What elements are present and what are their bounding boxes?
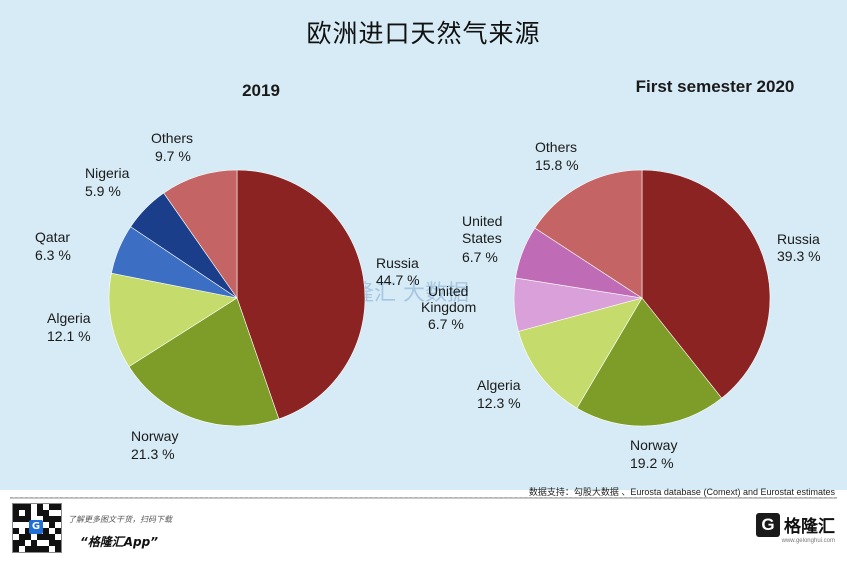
- pie-2019: 2019 Russia 44.7 % Norway 21.3 % Algeria…: [35, 81, 423, 462]
- page-title: 欧洲进口天然气来源: [306, 19, 541, 48]
- label-2019-others: Others 9.7 %: [151, 130, 197, 164]
- qr-logo-icon: G: [29, 520, 43, 534]
- pie-slice-russia: [236, 169, 366, 420]
- promo-text: 了解更多图文干货，扫码下载: [68, 515, 172, 524]
- label-2020-algeria: Algeria 12.3 %: [477, 377, 524, 411]
- label-2020-others: Others 15.8 %: [535, 139, 581, 173]
- label-2020-russia: Russia 39.3 %: [777, 231, 824, 264]
- pie-2020-slices: [513, 169, 771, 427]
- app-name: “格隆汇App”: [80, 535, 158, 549]
- label-2019-qatar: Qatar 6.3 %: [35, 229, 74, 263]
- brand-g-icon: G: [756, 512, 780, 537]
- data-source: 数据支持：勾股大数据 、Eurosta database (Comext) an…: [528, 487, 835, 497]
- brand-url: www.gelonghui.com: [781, 538, 835, 544]
- pie-2019-labels: Russia 44.7 % Norway 21.3 % Algeria 12.1…: [35, 130, 423, 462]
- label-2020-norway: Norway 19.2 %: [630, 437, 681, 471]
- pie-slice-others: [163, 169, 238, 299]
- pie-2020: First semester 2020 Russia 39.3 % Norway…: [421, 77, 824, 471]
- label-2019-algeria: Algeria 12.1 %: [47, 310, 94, 344]
- pie-2020-title: First semester 2020: [636, 77, 795, 96]
- label-2019-norway: Norway 21.3 %: [131, 428, 182, 462]
- pie-slice-norway: [576, 297, 723, 427]
- pie-slice-russia: [641, 169, 771, 399]
- footer-divider: [10, 497, 837, 499]
- pie-2020-labels: Russia 39.3 % Norway 19.2 % Algeria 12.3…: [421, 139, 824, 471]
- pie-2019-slices: [108, 169, 366, 427]
- pie-slice-norway: [128, 297, 280, 427]
- label-2019-russia: Russia 44.7 %: [376, 255, 423, 288]
- brand-name: 格隆汇: [784, 517, 835, 537]
- label-2019-nigeria: Nigeria 5.9 %: [85, 165, 133, 199]
- pie-slice-algeria: [108, 272, 238, 368]
- pie-slice-others: [534, 169, 643, 299]
- pie-charts: 格隆汇 大数据 2019 Russia 44.7 % Norway 21.3 %…: [35, 77, 824, 471]
- label-2020-uk: United Kingdom 6.7 %: [421, 283, 480, 332]
- pie-2019-title: 2019: [242, 81, 280, 100]
- label-2020-us: United States 6.7 %: [462, 213, 506, 265]
- brand-logo: G 格隆汇: [756, 512, 835, 537]
- pie-slice-algeria: [518, 297, 643, 409]
